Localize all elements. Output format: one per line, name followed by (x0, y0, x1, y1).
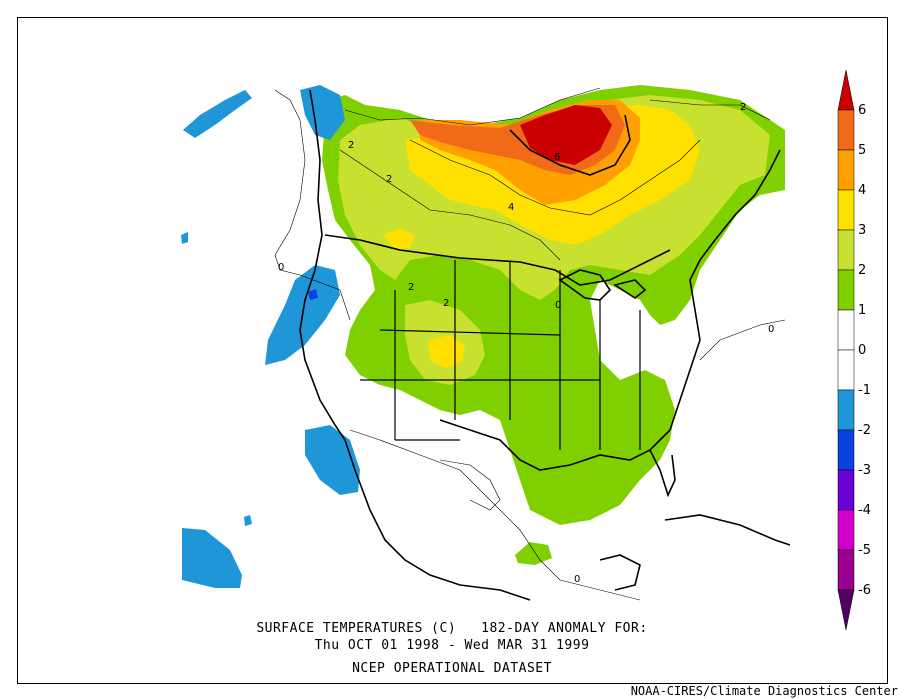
plot-frame (17, 17, 888, 684)
contour-label: 4 (508, 202, 514, 213)
colorbar-label: 5 (858, 143, 866, 158)
contour-label: 2 (386, 174, 392, 185)
west-coast (299, 89, 531, 601)
contour-zero-west (274, 89, 351, 321)
contour-one (344, 87, 601, 126)
colorbar-label: 3 (858, 223, 866, 238)
colorbar-label: -1 (858, 383, 871, 398)
us-canada-border (324, 234, 671, 286)
cuba (664, 514, 791, 546)
colorbar-swatch (837, 469, 855, 511)
colorbar-swatch (837, 509, 855, 551)
colorbar-label: 1 (858, 303, 866, 318)
yucatan (599, 554, 641, 591)
contour-label: 2 (408, 282, 414, 293)
region-yellow-manitoba (383, 228, 415, 250)
region-blue-speck1 (181, 232, 188, 244)
region-green-mexico (515, 542, 552, 565)
colorbar-bottom-arrow (837, 589, 855, 631)
state-lines (360, 260, 641, 450)
colorbar-label: 0 (858, 343, 866, 358)
contour-label: 0 (278, 262, 284, 273)
coastlines-borders (299, 89, 791, 601)
colorbar-swatch (837, 349, 855, 391)
contour-two-b (649, 99, 771, 121)
hudson-bay (509, 114, 631, 176)
colorbar-top-arrow (837, 69, 855, 111)
contour-label: 2 (348, 140, 354, 151)
contour-labels: 2 2 2 6 4 2 2 0 0 0 0 (278, 102, 774, 585)
region-blue-pacific-sw (182, 528, 242, 588)
great-lakes (558, 269, 647, 301)
caption-dataset: NCEP OPERATIONAL DATASET (352, 661, 552, 676)
colorbar-label: 2 (858, 263, 866, 278)
colorbar: 6 5 4 3 2 1 0 -1 -2 -3 -4 -5 -6 (837, 69, 871, 631)
contour-zero-atlantic (699, 319, 786, 361)
contour-lines (274, 87, 786, 601)
colorbar-label: 6 (858, 103, 866, 118)
region-blue-deep (308, 289, 318, 300)
contour-label: 0 (574, 574, 580, 585)
colorbar-label: -6 (858, 583, 871, 598)
contour-label: 0 (768, 324, 774, 335)
region-blue-speck2 (244, 515, 252, 526)
florida (649, 449, 676, 498)
colorbar-label: -3 (858, 463, 871, 478)
region-blue-pacific-ne (183, 90, 252, 138)
east-coast (669, 149, 781, 431)
region-yellow-colorado (428, 335, 465, 368)
colorbar-swatch (837, 109, 855, 151)
colorbar-swatch (837, 389, 855, 431)
contour-label: 6 (554, 152, 560, 163)
colorbar-label: -2 (858, 423, 871, 438)
contour-label: 2 (443, 298, 449, 309)
contour-four (409, 139, 701, 216)
credit: NOAA-CIRES/Climate Diagnostics Center (630, 684, 898, 698)
caption-title: SURFACE TEMPERATURES (C) 182-DAY ANOMALY… (256, 621, 648, 636)
colorbar-label: -5 (858, 543, 871, 558)
colorbar-swatch (837, 429, 855, 471)
anomaly-fills (181, 85, 785, 588)
colorbar-swatch (837, 269, 855, 311)
caption-dates: Thu OCT 01 1998 - Wed MAR 31 1999 (314, 638, 590, 653)
contour-zero-gulf (439, 459, 501, 511)
colorbar-label: -4 (858, 503, 871, 518)
state-borders (360, 260, 641, 450)
colorbar-swatch (837, 189, 855, 231)
colorbar-swatch (837, 309, 855, 351)
region-red (520, 105, 612, 165)
colorbar-label: 4 (858, 183, 866, 198)
contour-two-a (339, 149, 561, 261)
contour-label: 2 (740, 102, 746, 113)
colorbar-swatch (837, 229, 855, 271)
gulf-coast (439, 419, 671, 471)
colorbar-swatch (837, 149, 855, 191)
contour-label: 0 (555, 300, 561, 311)
colorbar-swatch (837, 549, 855, 591)
contour-zero-south (349, 429, 641, 601)
